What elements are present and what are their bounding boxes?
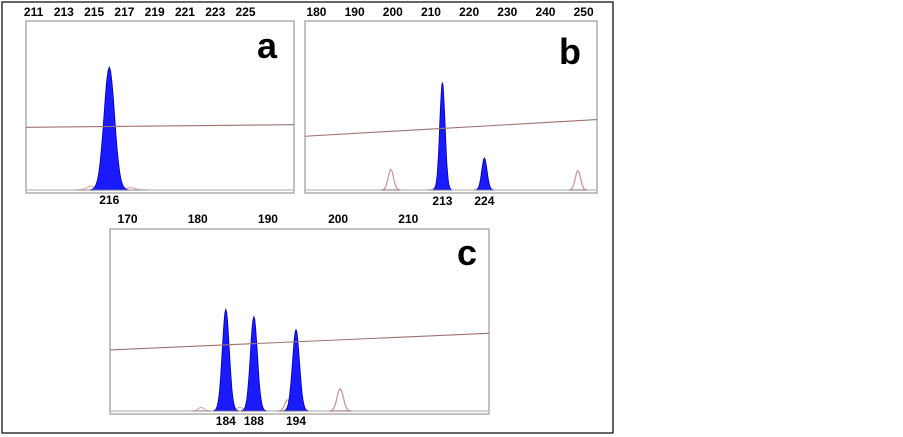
panel-b-peak-labels: 213 224 [432,194,494,208]
panel-a-tick-label: 219 [145,5,165,19]
panel-a-letter: a [257,25,278,66]
panel-c-peak-label: 194 [286,414,306,428]
panel-c-tick-label: 190 [258,212,278,226]
panel-a-tick-label: 215 [84,5,104,19]
panel-a-peak-216 [90,65,129,191]
panel-c-minor-peak [329,388,352,412]
panel-b-tick-labels: 180 190 200 210 220 230 240 250 [306,5,594,19]
panel-b-letter: b [559,31,581,72]
panel-c-peak-label: 184 [216,414,236,428]
panel-b-peak-213 [432,82,453,191]
panel-c-tick-label: 210 [398,212,418,226]
panel-a-tick-label: 221 [175,5,195,19]
panel-b-tick-label: 190 [345,5,365,19]
panel-c-tick-label: 170 [118,212,138,226]
panel-b-threshold-line [304,119,598,137]
panel-c-threshold-line [109,332,490,351]
panel-c-tick-label: 180 [188,212,208,226]
panel-a-tick-label: 225 [236,5,256,19]
panel-a-peak-label: 216 [99,193,119,207]
panel-b-tick-label: 180 [306,5,326,19]
panel-c-peak-184 [213,307,239,412]
panel-c-letter: c [457,232,477,273]
panel-b-peaks [381,82,588,191]
panel-b-tick-label: 200 [383,5,403,19]
panel-a-threshold-line [25,124,295,128]
panel-a-tick-label: 217 [114,5,134,19]
panel-a-tick-label: 213 [54,5,74,19]
panel-a-tick-label: 223 [205,5,225,19]
panel-c-peak-labels: 184 188 194 [216,414,307,428]
panel-a: 211 213 215 217 219 221 223 225 216 a [24,5,295,207]
panel-b-peak-label: 224 [474,194,494,208]
panel-b-tick-label: 250 [574,5,594,19]
panel-c-peak-188 [241,315,267,412]
panel-b-peak-label: 213 [432,194,452,208]
panel-b-tick-label: 220 [459,5,479,19]
panel-c-peak-194 [283,328,309,412]
panel-a-tick-labels: 211 213 215 217 219 221 223 225 [24,5,256,19]
panel-c-tick-labels: 170 180 190 200 210 [118,212,419,226]
panel-a-plot-frame [25,20,295,194]
panel-b-minor-peak [381,168,401,191]
panel-b-tick-label: 240 [535,5,555,19]
panel-b-tick-label: 210 [421,5,441,19]
panel-c-tick-label: 200 [328,212,348,226]
panel-a-peak-labels: 216 [99,193,119,207]
panel-c-peak-label: 188 [244,414,264,428]
panel-b-plot-frame [304,20,598,194]
panel-b-tick-label: 230 [497,5,517,19]
panel-b-peak-224 [474,157,495,191]
panel-a-tick-label: 211 [24,5,44,19]
panel-b-minor-peak [568,170,588,191]
panel-c: 170 180 190 200 210 184 188 194 c [109,212,490,428]
panel-b: 180 190 200 210 220 230 240 250 213 224 b [304,5,598,208]
